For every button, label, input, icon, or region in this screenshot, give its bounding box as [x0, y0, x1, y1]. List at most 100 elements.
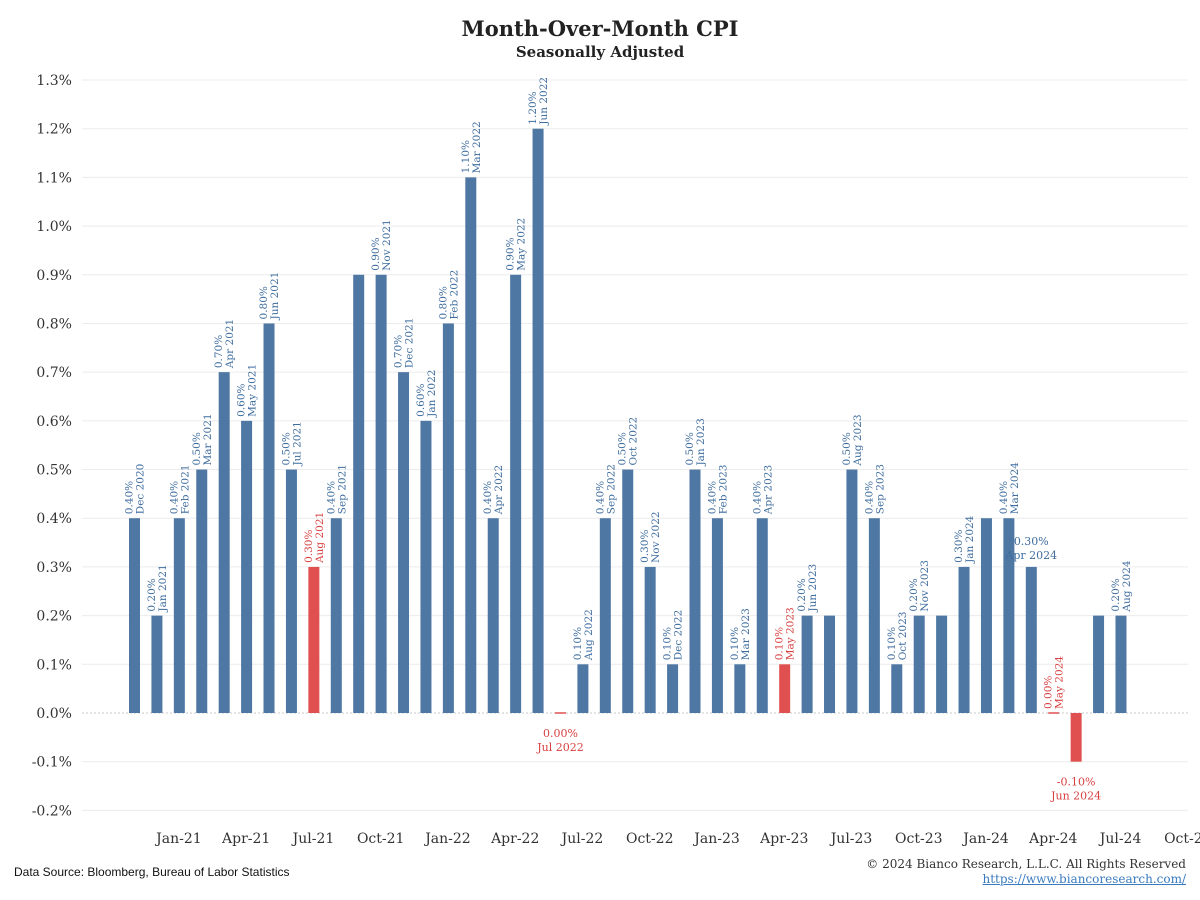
- bar: [756, 518, 768, 713]
- data-value-label: 0.00%: [1043, 676, 1055, 709]
- y-tick-label: 1.3%: [36, 73, 72, 89]
- data-value-label: 1.20%: [527, 91, 539, 124]
- y-tick-label: 0.8%: [36, 316, 72, 332]
- data-month-label: Apr 2021: [224, 319, 236, 369]
- data-source-note: Data Source: Bloomberg, Bureau of Labor …: [14, 865, 290, 879]
- bar: [554, 712, 566, 714]
- bar: [958, 566, 970, 713]
- x-tick-label: Jan-22: [423, 831, 471, 847]
- data-value-label: 0.40%: [168, 481, 180, 514]
- data-month-label: Aug 2023: [852, 414, 864, 466]
- website-link[interactable]: https://www.biancoresearch.com/: [982, 872, 1186, 886]
- data-value-label: 0.80%: [258, 286, 270, 319]
- bar: [398, 372, 410, 713]
- bar: [1115, 615, 1127, 713]
- data-value-label: 0.40%: [998, 481, 1010, 514]
- bar: [487, 518, 499, 713]
- data-value-label: 0.60%: [415, 383, 427, 416]
- data-value-label: 0.30%: [303, 530, 315, 563]
- data-month-label: May 2023: [785, 607, 797, 660]
- bar: [801, 615, 813, 713]
- x-tick-label: Apr-21: [221, 831, 270, 847]
- bar: [868, 518, 880, 713]
- data-value-label: 0.80%: [437, 286, 449, 319]
- x-tick-label: Oct-23: [895, 831, 943, 847]
- bar: [330, 518, 342, 713]
- data-value-label: 0.00%: [543, 727, 578, 740]
- bar: [644, 566, 656, 713]
- data-month-label: Apr 2024: [1004, 549, 1057, 562]
- data-value-label: 0.60%: [236, 383, 248, 416]
- bar: [913, 615, 925, 713]
- data-value-label: 0.40%: [706, 481, 718, 514]
- y-tick-label: 1.1%: [36, 170, 72, 186]
- bar: [442, 323, 454, 713]
- data-month-label: Jul 2022: [536, 741, 584, 754]
- data-month-label: Nov 2021: [381, 219, 393, 271]
- data-value-label: 0.20%: [146, 578, 158, 611]
- data-month-label: Mar 2022: [471, 121, 483, 173]
- bar: [711, 518, 723, 713]
- bar: [308, 566, 320, 713]
- x-tick-label: Apr-22: [490, 831, 539, 847]
- data-value-label: 0.50%: [280, 432, 292, 465]
- data-value-label: 0.10%: [662, 627, 674, 660]
- data-value-label: -0.10%: [1057, 776, 1096, 789]
- data-month-label: Jun 2022: [538, 77, 550, 126]
- data-value-label: 0.10%: [729, 627, 741, 660]
- bar: [1003, 518, 1015, 713]
- data-month-label: Jan 2022: [426, 370, 438, 418]
- data-value-label: 0.70%: [213, 335, 225, 368]
- data-value-label: 0.20%: [1110, 578, 1122, 611]
- bar: [1093, 615, 1105, 713]
- bar: [510, 274, 522, 713]
- x-tick-label: Jul-24: [1098, 831, 1142, 847]
- y-tick-label: 1.0%: [36, 219, 72, 235]
- bar: [129, 518, 140, 713]
- data-value-label: 0.90%: [370, 237, 382, 270]
- data-value-label: 0.50%: [684, 432, 696, 465]
- bar: [689, 469, 701, 713]
- bar: [532, 128, 544, 713]
- data-value-label: 0.30%: [953, 530, 965, 563]
- data-month-label: Jan 2021: [157, 564, 169, 612]
- y-tick-label: 0.3%: [36, 560, 72, 576]
- y-tick-label: -0.1%: [32, 755, 72, 771]
- x-tick-label: Jan-21: [154, 831, 202, 847]
- bar: [420, 420, 432, 713]
- data-month-label: Apr 2022: [493, 465, 505, 515]
- bar: [734, 664, 746, 713]
- y-tick-label: 0.6%: [36, 414, 72, 430]
- data-value-label: 0.40%: [751, 481, 763, 514]
- data-value-label: 0.50%: [617, 432, 629, 465]
- data-value-label: 0.40%: [124, 481, 136, 514]
- bar: [465, 177, 477, 713]
- data-month-label: Dec 2022: [673, 610, 685, 661]
- bar: [599, 518, 611, 713]
- data-month-label: May 2021: [247, 364, 259, 417]
- data-month-label: Jun 2021: [269, 272, 281, 321]
- bar: [375, 274, 387, 713]
- bar: [151, 615, 163, 713]
- bar: [241, 420, 253, 713]
- bar: [196, 469, 208, 713]
- x-tick-label: Jul-21: [291, 831, 335, 847]
- data-month-label: Dec 2021: [404, 318, 416, 369]
- bar: [263, 323, 275, 713]
- data-value-label: 0.70%: [393, 335, 405, 368]
- y-tick-label: 0.1%: [36, 657, 72, 673]
- data-value-label: 0.90%: [505, 237, 517, 270]
- data-value-label: 0.40%: [325, 481, 337, 514]
- x-tick-label: Oct-21: [357, 831, 405, 847]
- y-tick-label: 0.7%: [36, 365, 72, 381]
- data-month-label: Oct 2022: [628, 417, 640, 466]
- data-value-label: 0.40%: [863, 481, 875, 514]
- data-value-label: 0.50%: [841, 432, 853, 465]
- data-month-label: Mar 2023: [740, 608, 752, 660]
- data-month-label: May 2022: [516, 218, 528, 271]
- chart-subtitle: Seasonally Adjusted: [515, 43, 685, 61]
- copyright-note: © 2024 Bianco Research, L.L.C. All Right…: [866, 857, 1186, 871]
- bar: [1070, 713, 1082, 762]
- chart-title: Month-Over-Month CPI: [461, 16, 739, 41]
- data-month-label: Apr 2023: [762, 465, 774, 515]
